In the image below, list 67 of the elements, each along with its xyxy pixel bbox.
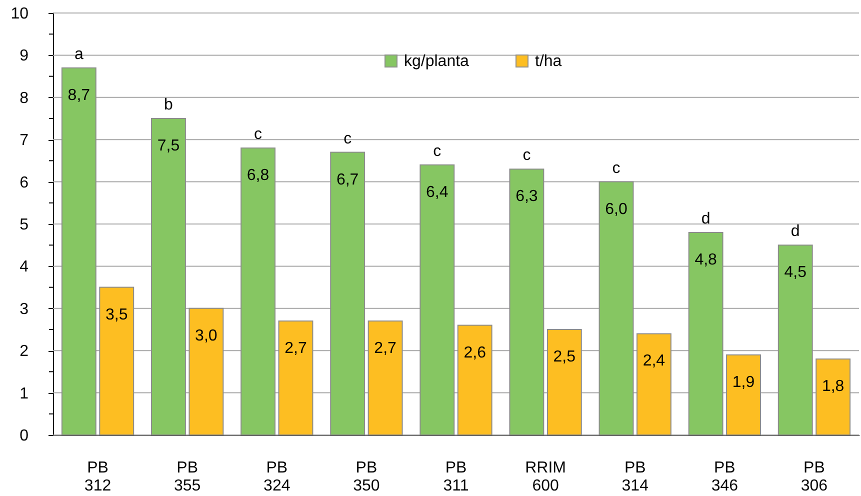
data-label: 2,6 bbox=[464, 344, 486, 362]
data-label: 3,0 bbox=[195, 327, 218, 344]
x-tick-label: PB 311 bbox=[443, 460, 469, 494]
y-tick-label: 4 bbox=[20, 258, 29, 276]
y-tick-label: 8 bbox=[20, 90, 29, 107]
x-tick-label: PB 346 bbox=[711, 460, 738, 494]
bar bbox=[420, 164, 455, 436]
bar bbox=[61, 67, 96, 436]
y-tick-label: 9 bbox=[20, 48, 29, 65]
bar bbox=[598, 181, 634, 436]
data-label: 6,8 bbox=[246, 167, 270, 184]
y-tick-label: 3 bbox=[20, 300, 29, 318]
x-tick-label: PB 324 bbox=[264, 460, 290, 494]
annotation: c bbox=[344, 130, 352, 148]
bar bbox=[688, 232, 724, 436]
annotation: c bbox=[612, 160, 620, 177]
data-label: 1,8 bbox=[822, 378, 844, 396]
data-label: 6,0 bbox=[605, 200, 628, 218]
data-label: 1,9 bbox=[732, 374, 755, 391]
x-tick-label: PB 355 bbox=[174, 460, 201, 494]
x-tick-label: PB 306 bbox=[800, 460, 828, 494]
data-label: 6,7 bbox=[336, 171, 359, 188]
bar bbox=[778, 244, 813, 436]
bar bbox=[816, 358, 851, 436]
annotation: c bbox=[433, 142, 442, 160]
bar bbox=[546, 329, 582, 436]
annotation: a bbox=[74, 46, 84, 63]
annotation: c bbox=[254, 126, 262, 144]
bar bbox=[278, 320, 314, 436]
bar bbox=[240, 148, 276, 436]
annotation: c bbox=[522, 147, 531, 164]
x-tick-label: PB 312 bbox=[84, 460, 112, 494]
y-tick-label: 2 bbox=[20, 343, 29, 360]
y-tick-label: 6 bbox=[20, 174, 29, 192]
data-label: 4,8 bbox=[694, 251, 718, 268]
annotation: b bbox=[164, 96, 174, 114]
bar bbox=[726, 354, 761, 436]
x-tick-label: RRIM 600 bbox=[525, 460, 566, 494]
data-label: 7,5 bbox=[157, 138, 180, 154]
data-label: 3,5 bbox=[106, 306, 128, 324]
data-label: 8,7 bbox=[68, 86, 90, 104]
y-tick-label: 7 bbox=[20, 132, 29, 150]
data-label: 2,4 bbox=[642, 352, 666, 370]
bar bbox=[99, 286, 134, 436]
bar bbox=[330, 152, 366, 436]
legend-label: t/ha bbox=[535, 53, 562, 70]
legend-label: kg/planta bbox=[404, 53, 470, 70]
y-tick-label: 5 bbox=[20, 216, 29, 234]
data-label: 6,4 bbox=[426, 184, 448, 201]
bar bbox=[509, 168, 544, 436]
annotation: d bbox=[790, 223, 800, 240]
y-tick-label: 10 bbox=[10, 6, 29, 22]
data-label: 6,3 bbox=[516, 188, 538, 206]
data-label: 2,5 bbox=[553, 348, 576, 366]
bar bbox=[457, 324, 492, 436]
bar bbox=[636, 333, 672, 436]
y-tick-label: 1 bbox=[20, 385, 29, 402]
bar bbox=[151, 118, 186, 436]
bar bbox=[368, 320, 403, 436]
data-label: 2,7 bbox=[374, 340, 397, 358]
x-tick-label: PB 314 bbox=[622, 460, 649, 494]
y-tick-label: 0 bbox=[20, 428, 29, 444]
data-label: 2,7 bbox=[284, 340, 307, 358]
x-tick-label: PB 350 bbox=[353, 460, 380, 494]
annotation: d bbox=[701, 210, 710, 228]
bar bbox=[188, 308, 224, 436]
data-label: 4,5 bbox=[784, 264, 807, 282]
